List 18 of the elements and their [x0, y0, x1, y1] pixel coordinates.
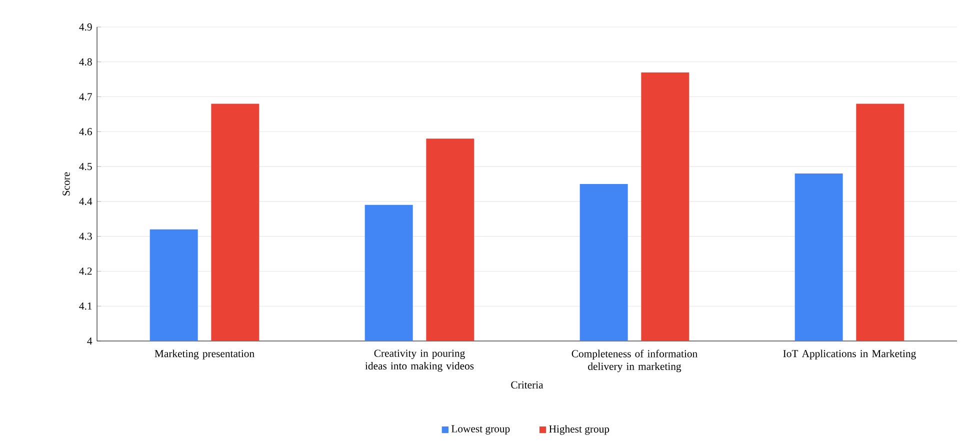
x-axis-title: Criteria	[511, 381, 544, 388]
y-tick-label: 4.8	[79, 58, 92, 66]
legend-label: Highest group	[549, 425, 610, 435]
y-tick-label: 4.4	[79, 198, 92, 206]
x-tick-label: IoT Applications in Marketing	[783, 350, 916, 360]
legend-label: Lowest group	[451, 425, 510, 435]
x-tick-label: Marketing presentation	[154, 350, 254, 360]
y-tick-label: 4.7	[79, 93, 92, 100]
y-tick-label: 4.1	[79, 302, 92, 310]
y-tick-label: 4.2	[79, 268, 92, 275]
y-tick-label: 4.5	[79, 162, 92, 170]
y-tick-label: 4.9	[79, 23, 92, 31]
x-tick-label: Completeness of information delivery in marketing	[572, 350, 698, 372]
y-axis-title: Score	[62, 172, 70, 196]
y-tick-label: 4.3	[79, 232, 92, 240]
y-tick-label: 4.6	[79, 128, 92, 136]
y-tick-label: 4	[87, 337, 92, 344]
x-tick-label: Creativity in pouring ideas into making videos	[365, 350, 474, 372]
